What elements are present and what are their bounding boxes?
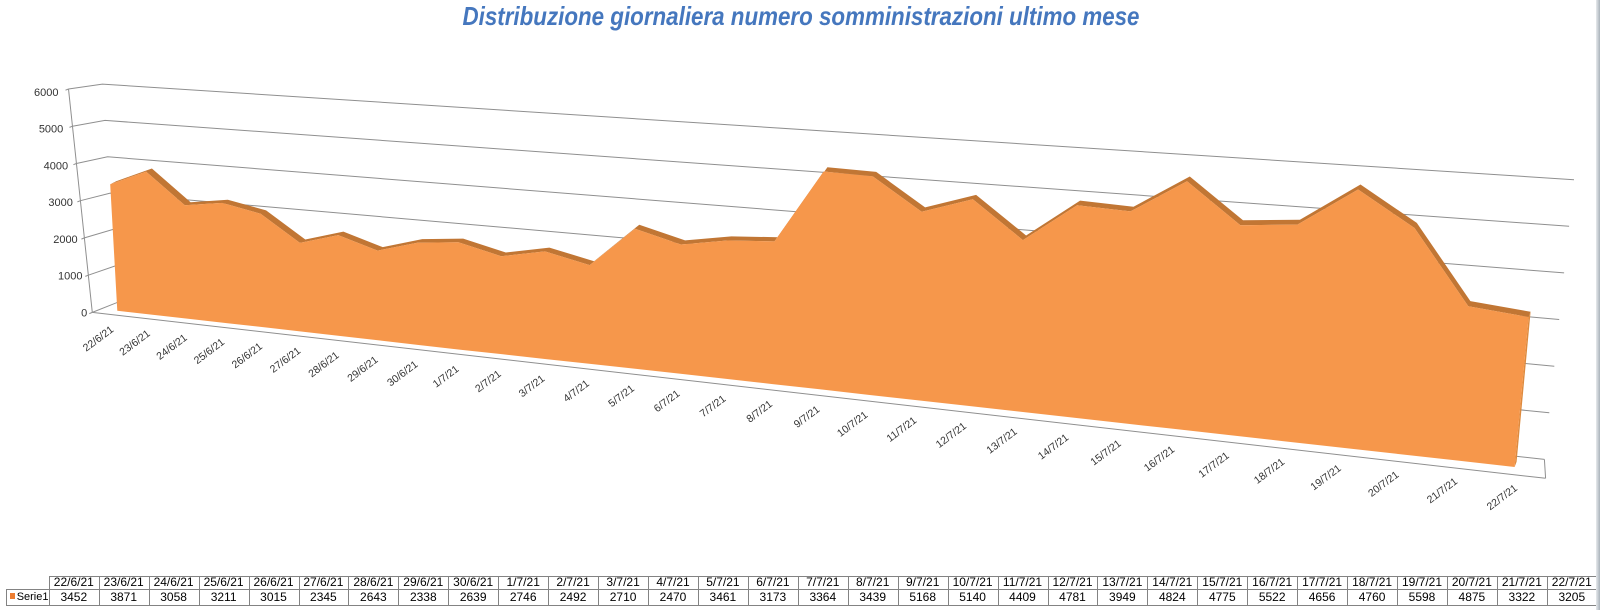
svg-text:16/7/21: 16/7/21 — [1142, 444, 1177, 475]
svg-text:13/7/21: 13/7/21 — [984, 426, 1019, 457]
svg-text:4000: 4000 — [44, 160, 68, 172]
svg-text:23/6/21: 23/6/21 — [117, 328, 152, 359]
svg-text:14/7/21: 14/7/21 — [1036, 432, 1071, 463]
svg-text:Distribuzione giornaliera nume: Distribuzione giornaliera numero sommini… — [463, 1, 1140, 31]
svg-text:9/7/21: 9/7/21 — [792, 403, 823, 430]
svg-text:26/6/21: 26/6/21 — [230, 340, 265, 371]
svg-text:29/6/21: 29/6/21 — [345, 354, 380, 385]
svg-text:2/7/21: 2/7/21 — [473, 368, 504, 395]
svg-text:24/6/21: 24/6/21 — [154, 332, 189, 363]
svg-text:6/7/21: 6/7/21 — [652, 388, 683, 415]
svg-text:27/6/21: 27/6/21 — [268, 345, 303, 376]
svg-text:8/7/21: 8/7/21 — [744, 398, 775, 425]
svg-text:3/7/21: 3/7/21 — [517, 373, 548, 400]
svg-text:5000: 5000 — [39, 124, 63, 136]
svg-text:15/7/21: 15/7/21 — [1088, 438, 1123, 469]
svg-text:30/6/21: 30/6/21 — [385, 358, 420, 389]
svg-text:1000: 1000 — [58, 271, 82, 283]
svg-text:3000: 3000 — [48, 197, 72, 209]
svg-text:11/7/21: 11/7/21 — [885, 414, 920, 444]
svg-text:5/7/21: 5/7/21 — [606, 383, 637, 410]
svg-text:20/7/21: 20/7/21 — [1366, 469, 1401, 500]
svg-text:2000: 2000 — [53, 234, 77, 246]
svg-text:21/7/21: 21/7/21 — [1425, 475, 1460, 506]
svg-text:12/7/21: 12/7/21 — [934, 420, 969, 451]
svg-text:7/7/21: 7/7/21 — [698, 393, 729, 420]
svg-text:18/7/21: 18/7/21 — [1252, 456, 1287, 487]
svg-text:22/7/21: 22/7/21 — [1485, 482, 1520, 513]
svg-text:22/6/21: 22/6/21 — [81, 324, 116, 355]
svg-text:19/7/21: 19/7/21 — [1308, 462, 1343, 493]
svg-text:6000: 6000 — [34, 87, 58, 99]
svg-text:4/7/21: 4/7/21 — [561, 378, 592, 405]
svg-text:17/7/21: 17/7/21 — [1196, 450, 1231, 481]
svg-text:0: 0 — [81, 307, 87, 319]
svg-text:1/7/21: 1/7/21 — [431, 363, 462, 390]
svg-text:25/6/21: 25/6/21 — [192, 336, 227, 367]
svg-text:28/6/21: 28/6/21 — [306, 349, 341, 380]
svg-text:10/7/21: 10/7/21 — [835, 409, 870, 440]
